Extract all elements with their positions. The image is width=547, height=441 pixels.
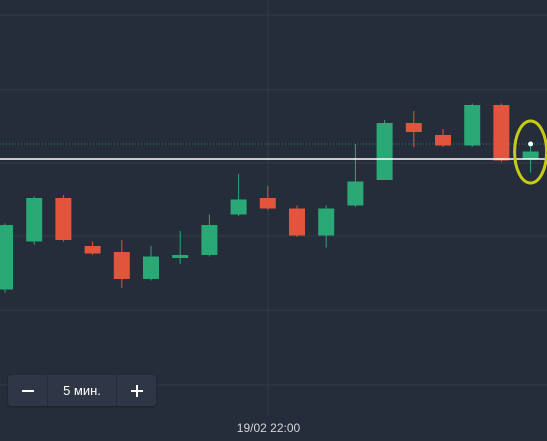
candle-body-up: [522, 151, 539, 159]
candle-body-up: [347, 181, 364, 206]
candle-body-up: [26, 198, 43, 242]
timeframe-control: 5 мин.: [8, 375, 156, 406]
candle-body-down: [493, 105, 510, 161]
candle-body-down: [289, 208, 305, 236]
candle-body-up: [172, 255, 189, 258]
candles-group: [0, 103, 539, 293]
candle-body-up: [318, 208, 335, 236]
x-axis-time-label: 19/02 22:00: [236, 421, 301, 435]
candle-body-up: [464, 105, 481, 146]
candle-body-down: [259, 198, 276, 209]
zoom-out-button[interactable]: [8, 375, 47, 406]
candle-body-down: [405, 123, 422, 132]
candle-body-up: [201, 225, 218, 255]
current-price-dot: [528, 141, 534, 147]
candle-body-up: [230, 199, 247, 215]
timeframe-value[interactable]: 5 мин.: [63, 383, 101, 398]
candle-body-down: [55, 198, 72, 240]
zoom-in-button[interactable]: [117, 375, 156, 406]
candle-body-down: [435, 135, 451, 146]
minus-icon: [21, 389, 34, 392]
divider: [47, 375, 48, 406]
candle-body-down: [84, 246, 101, 254]
divider: [116, 375, 117, 406]
plus-icon: [130, 384, 143, 397]
candle-body-down: [113, 252, 130, 279]
candle-body-up: [143, 256, 159, 279]
candle-body-up: [376, 123, 393, 180]
candle-body-up: [0, 225, 13, 290]
